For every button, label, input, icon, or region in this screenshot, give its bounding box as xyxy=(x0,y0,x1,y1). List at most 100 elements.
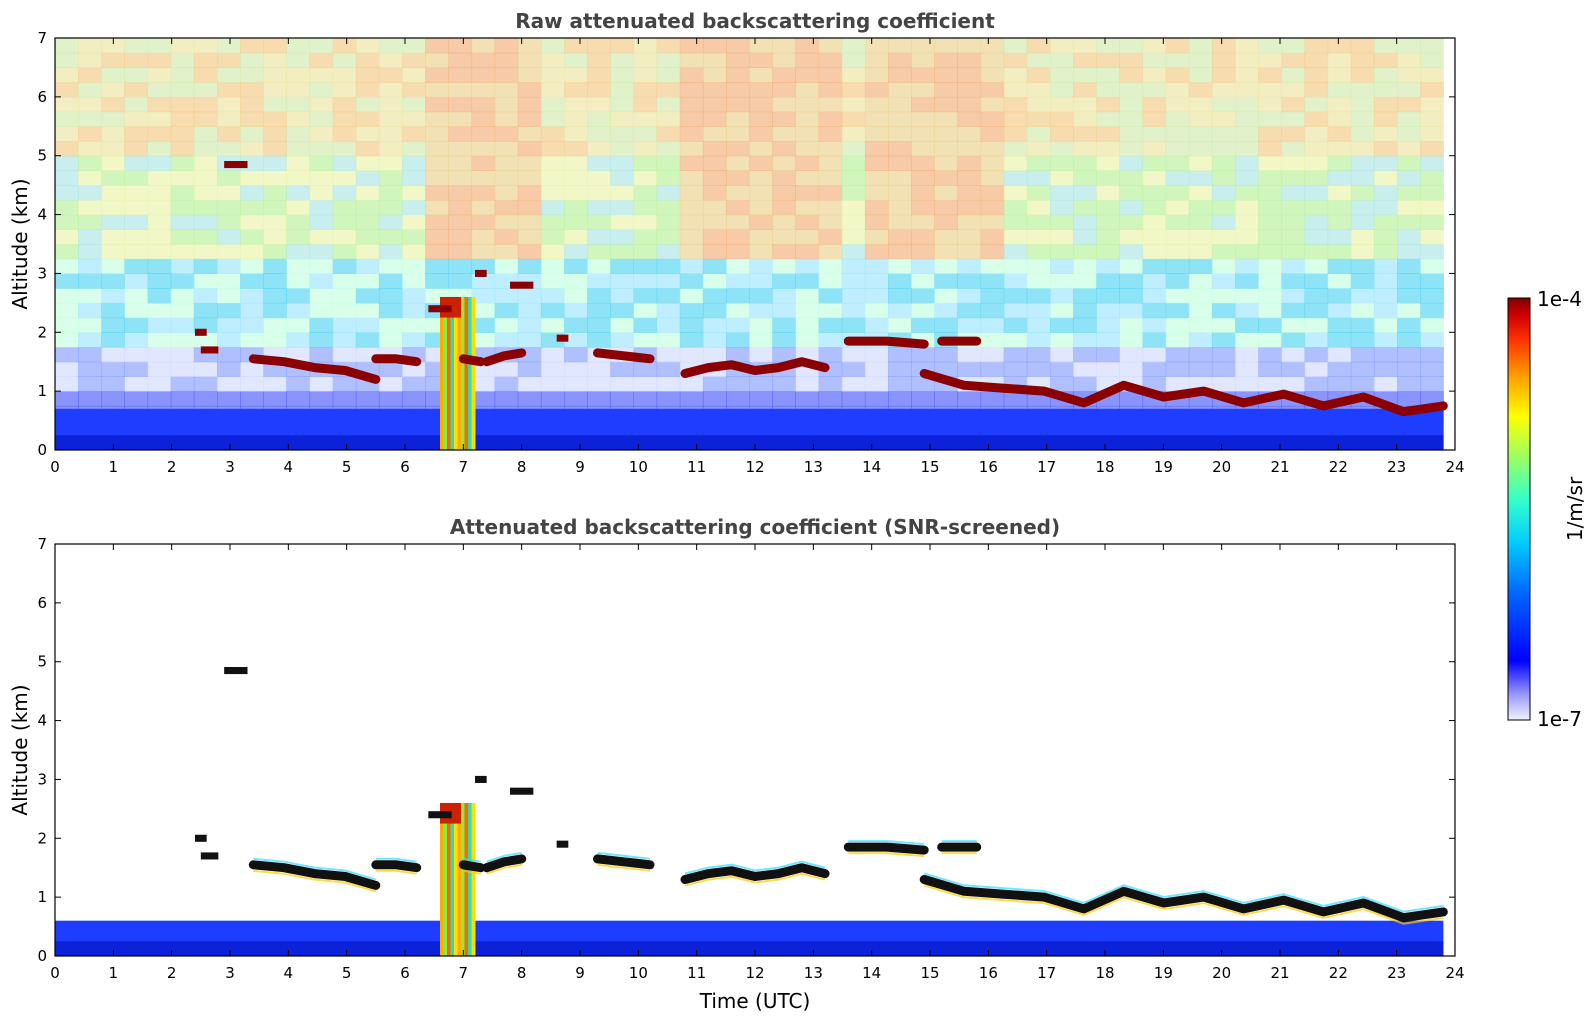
x-tick-label: 18 xyxy=(1095,458,1114,476)
cloud-layer xyxy=(919,369,1448,417)
cloud-patch xyxy=(200,852,219,860)
cloud-patch xyxy=(224,161,248,169)
x-tick-label: 5 xyxy=(342,458,352,476)
y-tick-label: 1 xyxy=(37,888,47,906)
x-tick-label: 21 xyxy=(1270,458,1289,476)
cloud-layer xyxy=(593,854,655,870)
panel2-frame xyxy=(54,543,1456,957)
cloud-layer xyxy=(593,348,655,364)
y-tick-label: 7 xyxy=(37,535,47,553)
x-tick-label: 9 xyxy=(575,458,585,476)
x-tick-label: 20 xyxy=(1212,458,1231,476)
panel1-features xyxy=(55,161,1448,450)
x-tick-label: 17 xyxy=(1037,458,1056,476)
panel2-features xyxy=(55,667,1448,956)
x-tick-label: 3 xyxy=(225,964,235,982)
x-tick-label: 22 xyxy=(1329,458,1348,476)
x-tick-label: 23 xyxy=(1387,458,1406,476)
x-tick-label: 7 xyxy=(459,964,469,982)
cloud-layer xyxy=(458,860,486,873)
x-tick-label: 2 xyxy=(167,964,177,982)
cloud-patch xyxy=(475,775,487,783)
cloud-patch xyxy=(195,834,207,842)
x-tick-label: 1 xyxy=(109,458,119,476)
x-tick-label: 19 xyxy=(1154,458,1173,476)
y-tick-label: 6 xyxy=(37,594,47,612)
y-tick-label: 4 xyxy=(37,712,47,730)
x-tick-label: 22 xyxy=(1329,964,1348,982)
x-tick-label: 12 xyxy=(745,964,764,982)
x-tick-label: 12 xyxy=(745,458,764,476)
cloud-layer xyxy=(371,354,422,367)
x-tick-label: 14 xyxy=(862,964,881,982)
cloud-patch xyxy=(200,346,219,354)
cloud-layer xyxy=(248,354,381,384)
x-tick-label: 16 xyxy=(979,964,998,982)
x-tick-label: 4 xyxy=(284,964,294,982)
colorbar xyxy=(1507,297,1531,721)
cloud-patch xyxy=(224,667,248,675)
cloud-layer xyxy=(482,348,527,367)
x-tick-label: 15 xyxy=(920,964,939,982)
panel2-y-ticks: 0 1 2 3 4 5 6 7 xyxy=(37,535,1455,965)
x-tick-label: 10 xyxy=(629,964,648,982)
x-tick-label: 0 xyxy=(50,458,60,476)
panel1-y-ticks: 0 1 2 3 4 5 6 7 xyxy=(37,29,1455,459)
x-tick-label: 10 xyxy=(629,458,648,476)
x-tick-label: 11 xyxy=(687,964,706,982)
x-tick-label: 8 xyxy=(517,458,527,476)
cloud-patch xyxy=(428,305,452,313)
y-tick-label: 7 xyxy=(37,29,47,47)
x-tick-label: 16 xyxy=(979,458,998,476)
x-tick-label: 13 xyxy=(804,458,823,476)
x-tick-label: 18 xyxy=(1095,964,1114,982)
x-tick-label: 8 xyxy=(517,964,527,982)
y-tick-label: 5 xyxy=(37,653,47,671)
x-tick-label: 1 xyxy=(109,964,119,982)
x-tick-label: 4 xyxy=(284,458,294,476)
y-tick-label: 2 xyxy=(37,323,47,341)
cloud-patch xyxy=(510,281,534,289)
y-tick-label: 3 xyxy=(37,264,47,282)
x-tick-label: 0 xyxy=(50,964,60,982)
panel1-title: Raw attenuated backscattering coefficien… xyxy=(515,9,995,33)
panel1-ylabel: Altitude (km) xyxy=(8,178,32,309)
cloud-patch xyxy=(475,269,487,277)
panel1-plot xyxy=(55,38,1448,450)
panel2-title: Attenuated backscattering coefficient (S… xyxy=(450,515,1060,539)
colorbar-min-label: 1e-7 xyxy=(1537,707,1582,731)
cloud-layer xyxy=(680,357,830,378)
cloud-layer xyxy=(919,875,1448,923)
x-tick-label: 6 xyxy=(400,964,410,982)
y-tick-label: 1 xyxy=(37,382,47,400)
panel2-xlabel: Time (UTC) xyxy=(699,989,811,1013)
x-tick-label: 7 xyxy=(459,458,469,476)
x-tick-label: 9 xyxy=(575,964,585,982)
y-tick-label: 6 xyxy=(37,88,47,106)
x-tick-label: 11 xyxy=(687,458,706,476)
x-tick-label: 23 xyxy=(1387,964,1406,982)
panel1-noise-field xyxy=(55,38,1444,450)
cloud-layer xyxy=(482,854,527,873)
x-tick-label: 5 xyxy=(342,964,352,982)
cloud-layer xyxy=(458,354,486,367)
y-tick-label: 0 xyxy=(37,441,47,459)
x-tick-label: 13 xyxy=(804,964,823,982)
cloud-layer xyxy=(371,860,422,873)
colorbar-unit-label: 1/m/sr xyxy=(1563,476,1587,541)
cloud-layer xyxy=(680,863,830,884)
panel2-plot xyxy=(55,667,1448,956)
rain-shaft xyxy=(440,802,476,956)
x-tick-label: 21 xyxy=(1270,964,1289,982)
x-tick-label: 2 xyxy=(167,458,177,476)
colorbar-max-label: 1e-4 xyxy=(1537,287,1582,311)
x-tick-label: 14 xyxy=(862,458,881,476)
cloud-layer xyxy=(843,336,929,349)
cloud-patch xyxy=(428,811,452,819)
x-tick-label: 17 xyxy=(1037,964,1056,982)
x-tick-label: 24 xyxy=(1445,964,1464,982)
x-tick-label: 6 xyxy=(400,458,410,476)
y-tick-label: 2 xyxy=(37,829,47,847)
y-tick-label: 3 xyxy=(37,770,47,788)
